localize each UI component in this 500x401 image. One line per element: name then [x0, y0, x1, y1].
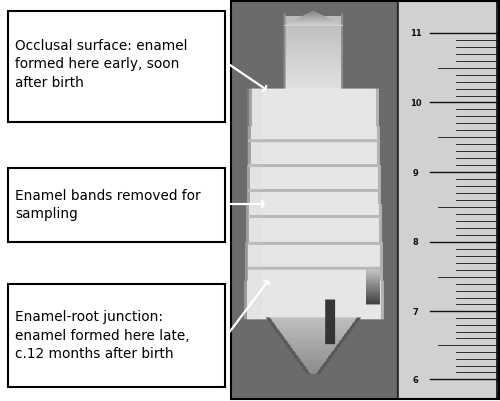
Bar: [8, 12, 225, 122]
Text: Occlusal surface: enamel
formed here early, soon
after birth: Occlusal surface: enamel formed here ear…: [15, 39, 188, 89]
Bar: [8, 285, 225, 387]
Text: Enamel-root junction:
enamel formed here late,
c.12 months after birth: Enamel-root junction: enamel formed here…: [15, 310, 190, 360]
Text: 11: 11: [410, 29, 422, 38]
Bar: [231, 2, 499, 399]
Text: 10: 10: [410, 99, 422, 108]
Bar: [8, 168, 225, 243]
Text: 8: 8: [412, 238, 418, 247]
Text: 7: 7: [412, 307, 418, 316]
Text: 6: 6: [412, 375, 418, 384]
Text: Enamel bands removed for
sampling: Enamel bands removed for sampling: [15, 188, 200, 221]
Text: 9: 9: [412, 168, 418, 177]
